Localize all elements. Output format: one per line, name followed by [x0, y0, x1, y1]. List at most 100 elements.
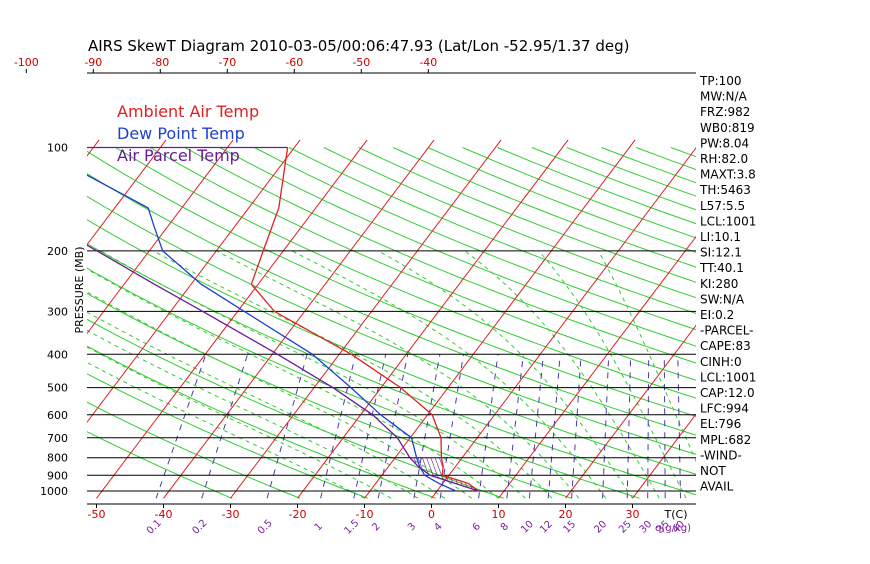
- mixing-ratio-tick-label: 25: [617, 519, 634, 536]
- dry-adiabat-line: [428, 148, 870, 499]
- index-entry: LI:10.1: [700, 230, 741, 244]
- mixing-ratio-line: [529, 354, 543, 498]
- mixing-ratio-line: [664, 354, 665, 498]
- pressure-tick-label: 1000: [40, 485, 68, 498]
- mixing-ratio-line: [267, 354, 307, 498]
- index-entry: MPL:682: [700, 433, 751, 447]
- bottom-temp-tick-label: -30: [222, 508, 240, 521]
- index-entry: -PARCEL-: [700, 324, 754, 338]
- mixing-ratio-unit-label: q(g/kg): [655, 523, 691, 534]
- isotherm-line: [164, 140, 435, 498]
- index-entry: L57:5.5: [700, 199, 745, 213]
- dry-adiabat-line: [254, 148, 870, 499]
- bottom-temp-tick-label: -20: [289, 508, 307, 521]
- mixing-ratio-tick-label: 20: [592, 519, 609, 536]
- index-entry: TP:100: [699, 74, 742, 88]
- mixing-ratio-line: [479, 354, 498, 498]
- index-entry: MAXT:3.8: [700, 168, 756, 182]
- dry-adiabat-line: [0, 148, 436, 499]
- isotherm-line: [834, 140, 870, 498]
- legend-entry: Ambient Air Temp: [117, 102, 259, 121]
- top-temp-tick-label: -80: [151, 56, 169, 69]
- moist-adiabat-line: [101, 251, 526, 498]
- index-entry: RH:82.0: [700, 152, 748, 166]
- mixing-ratio-line: [156, 354, 206, 498]
- index-entry: SW:N/A: [700, 292, 745, 306]
- mixing-ratio-tick-label: 2: [370, 521, 382, 533]
- dew-point-temp-line: [0, 148, 456, 492]
- pressure-tick-label: 600: [47, 409, 68, 422]
- isotherm-line: [298, 140, 569, 498]
- index-entry: FRZ:982: [700, 105, 750, 119]
- isotherm-line: [0, 140, 32, 498]
- isotherm-line: [30, 140, 301, 498]
- mixing-ratio-tick-label: 3: [406, 521, 418, 533]
- index-entry: PW:8.04: [700, 136, 749, 150]
- index-entry: TT:40.1: [699, 261, 744, 275]
- mixing-ratio-tick-label: 0.2: [190, 518, 209, 537]
- bottom-temp-tick-label: 10: [492, 508, 506, 521]
- index-entry: SI:12.1: [700, 246, 742, 260]
- mixing-ratio-tick-label: 30: [638, 519, 655, 536]
- top-temp-tick-label: -100: [14, 56, 39, 69]
- pressure-tick-label: 800: [47, 452, 68, 465]
- pressure-tick-label: 500: [47, 382, 68, 395]
- index-entry: NOT: [700, 464, 726, 478]
- mixing-ratio-line: [202, 354, 248, 498]
- pressure-tick-label: 400: [47, 348, 68, 361]
- top-temp-tick-label: -40: [419, 56, 437, 69]
- top-temp-tick-label: -90: [84, 56, 102, 69]
- bottom-temp-tick-label: -10: [356, 508, 374, 521]
- index-entry: -WIND-: [700, 448, 742, 462]
- index-entry: KI:280: [700, 277, 738, 291]
- isotherm-line: [0, 140, 233, 498]
- isotherm-line: [767, 140, 870, 498]
- bottom-temp-tick-label: -50: [88, 508, 106, 521]
- mixing-ratio-tick-label: 1: [313, 521, 325, 533]
- moist-adiabat-line: [19, 251, 472, 498]
- mixing-ratio-tick-label: 8: [499, 521, 511, 533]
- chart-title: AIRS SkewT Diagram 2010-03-05/00:06:47.9…: [88, 37, 629, 55]
- dry-adiabat-line: [0, 148, 640, 499]
- dry-adiabat-line: [324, 148, 870, 499]
- dry-adiabat-line: [359, 148, 870, 499]
- mixing-ratio-tick-label: 10: [519, 519, 536, 536]
- index-entry: EI:0.2: [700, 308, 734, 322]
- isotherm-line: [633, 140, 870, 498]
- dry-adiabat-line: [0, 148, 232, 499]
- pressure-tick-label: 900: [47, 469, 68, 482]
- index-entry: TH:5463: [699, 183, 751, 197]
- index-entry: CINH:0: [700, 355, 742, 369]
- index-entry: LCL:1001: [700, 370, 756, 384]
- pressure-tick-label: 700: [47, 432, 68, 445]
- dry-adiabat-line: [150, 148, 870, 499]
- bottom-temp-tick-label: 0: [428, 508, 435, 521]
- mixing-ratio-tick-label: 0.5: [256, 518, 275, 537]
- dry-adiabat-line: [463, 148, 870, 499]
- index-entry: AVAIL: [700, 480, 734, 494]
- mixing-ratio-tick-label: 4: [432, 521, 444, 533]
- index-entry: CAPE:83: [700, 339, 751, 353]
- mixing-ratio-tick-label: 6: [471, 521, 483, 533]
- mixing-ratio-tick-label: 12: [538, 519, 555, 536]
- top-temp-tick-label: -70: [218, 56, 236, 69]
- legend-entry: Dew Point Temp: [117, 124, 245, 143]
- dry-adiabat-line: [0, 148, 368, 499]
- index-entry: MW:N/A: [700, 90, 748, 104]
- bottom-temp-tick-label: 30: [626, 508, 640, 521]
- index-entry: WB0:819: [700, 121, 755, 135]
- index-entry: LCL:1001: [700, 214, 756, 228]
- pressure-tick-label: 100: [47, 142, 68, 155]
- pressure-tick-label: 300: [47, 305, 68, 318]
- top-temp-tick-label: -50: [352, 56, 370, 69]
- temp-unit-label: T(C): [664, 508, 688, 521]
- y-axis-label: PRESSURE (MB): [73, 247, 86, 334]
- legend-entry: Air Parcel Temp: [117, 146, 240, 165]
- index-entry: LFC:994: [700, 402, 749, 416]
- pressure-tick-label: 200: [47, 245, 68, 258]
- index-entry: CAP:12.0: [700, 386, 755, 400]
- top-temp-tick-label: -60: [285, 56, 303, 69]
